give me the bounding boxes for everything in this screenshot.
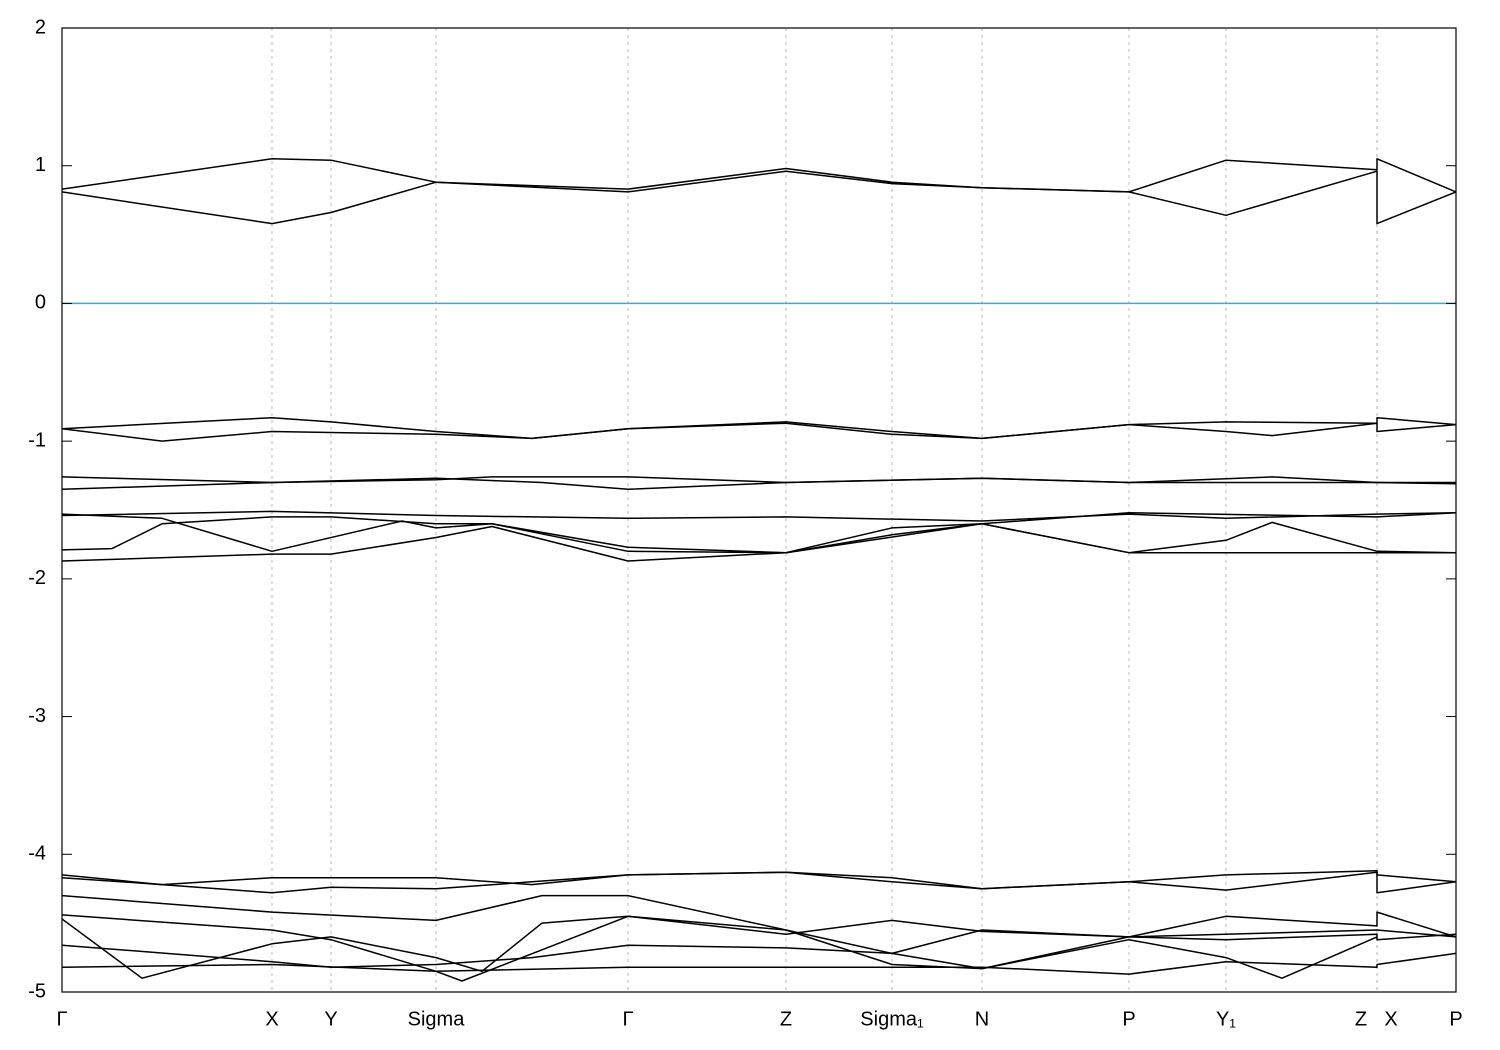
band-line <box>62 422 1456 442</box>
x-tick-label: X <box>265 1008 278 1030</box>
x-tick-label: P <box>1122 1008 1135 1030</box>
y-tick-label: -1 <box>28 429 46 451</box>
band-line <box>62 170 1456 225</box>
y-tick-label: -4 <box>28 843 46 865</box>
x-tick-label: Γ <box>56 1008 67 1030</box>
y-tick-label: 1 <box>35 154 46 176</box>
band-line <box>62 871 1456 894</box>
x-tick-label: Y₁ <box>1216 1008 1236 1030</box>
y-tick-label: 0 <box>35 292 46 314</box>
x-tick-label: Z <box>780 1008 792 1030</box>
band-line <box>62 915 1378 979</box>
band-line <box>62 933 1456 970</box>
y-tick-label: -2 <box>28 567 46 589</box>
band-line <box>62 476 1456 491</box>
x-tick-label: Y <box>324 1008 337 1030</box>
band-line <box>62 416 1456 440</box>
x-tick-label: Γ <box>622 1008 633 1030</box>
band-line <box>62 512 1456 554</box>
band-line <box>62 523 1456 562</box>
y-tick-label: -3 <box>28 705 46 727</box>
band-line <box>62 158 1456 193</box>
y-tick-label: 2 <box>35 16 46 38</box>
x-tick-label: P <box>1449 1008 1462 1030</box>
x-tick-label: Sigma <box>408 1008 466 1030</box>
band-line <box>62 952 1456 975</box>
band-line <box>62 510 1456 522</box>
x-tick-label: Sigma₁ <box>860 1008 924 1030</box>
x-tick-label: X <box>1384 1008 1397 1030</box>
band-line <box>62 870 1456 894</box>
band-line <box>62 513 1456 554</box>
x-tick-label: Z <box>1355 1008 1367 1030</box>
plot-area <box>62 158 1456 982</box>
x-tick-label: N <box>975 1008 989 1030</box>
y-tick-label: -5 <box>28 980 46 1002</box>
plot-frame <box>61 27 1457 993</box>
